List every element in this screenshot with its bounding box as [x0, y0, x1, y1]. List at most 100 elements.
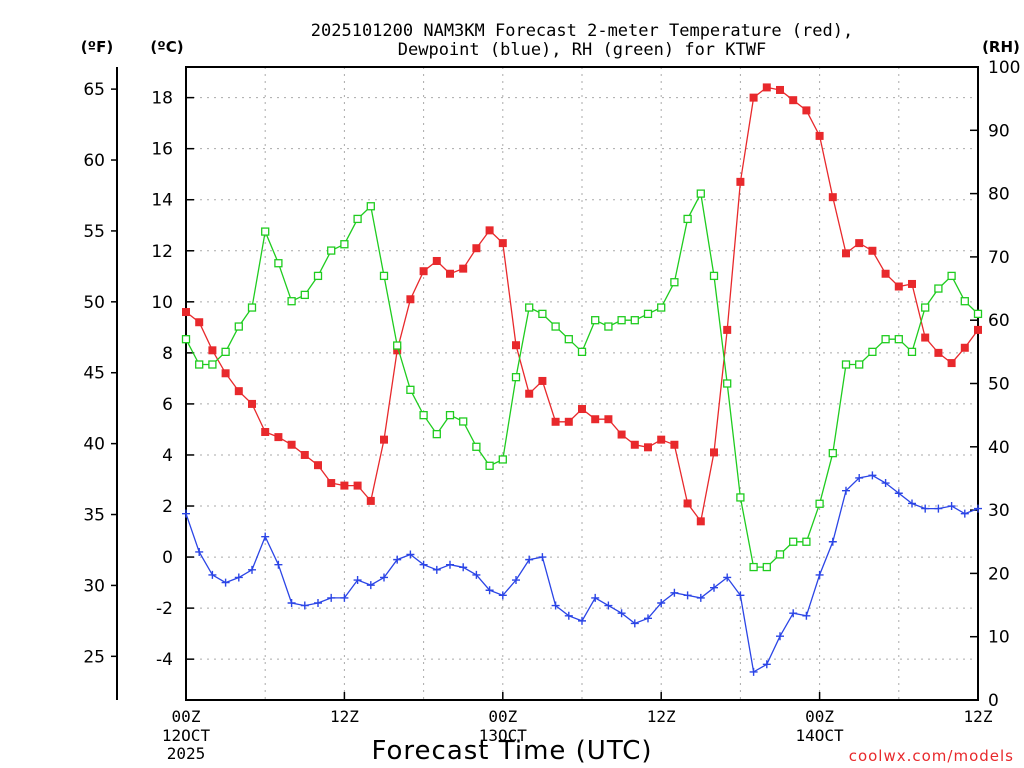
dewpoint-point [947, 502, 956, 511]
temperature-point [617, 430, 626, 439]
dewpoint-point [195, 547, 204, 556]
rh-point [855, 360, 864, 369]
temperature-point [591, 415, 600, 424]
temperature-point [261, 427, 270, 436]
temperature-point [432, 256, 441, 265]
rh-point [485, 461, 494, 470]
temperature-point [406, 295, 415, 304]
dewpoint-point [459, 563, 468, 572]
series-rh [181, 189, 983, 572]
rh-point [247, 303, 257, 312]
rh-point [973, 309, 983, 319]
temperature-point [446, 269, 454, 278]
rh-point [789, 537, 798, 546]
rh-point [525, 303, 534, 312]
dewpoint-point [432, 565, 441, 574]
x-axis-label: Forecast Time (UTC) [371, 736, 652, 766]
temperature-point [947, 359, 956, 368]
tick-labels: -4 -2 0 2 4 6 8 10 12 14 16 18 25 30 35 40 45 50 55 60 65 0 10… [83, 58, 1020, 763]
rh-tick-label: 90 [988, 121, 1010, 141]
dewpoint-point [855, 473, 864, 482]
rh-tick-label: 40 [988, 438, 1010, 458]
dewpoint-point [710, 583, 718, 592]
rh-point [181, 335, 191, 344]
rh-point [683, 214, 692, 224]
celsius-tick-label: -4 [156, 650, 173, 670]
rh-point [802, 537, 811, 546]
rh-point [406, 385, 415, 394]
rh-tick-label: 80 [988, 185, 1010, 205]
dewpoint-point [287, 599, 296, 608]
axes [111, 66, 979, 701]
temperature-point [881, 269, 890, 278]
dewpoint-point [723, 573, 732, 582]
fahrenheit-tick-label: 45 [83, 364, 105, 384]
x-tick-label: 12Z [964, 707, 993, 726]
series-group [181, 83, 983, 676]
dewpoint-point [366, 581, 375, 590]
rh-point [921, 303, 930, 312]
temperature-point [855, 239, 864, 248]
rh-point [445, 410, 455, 420]
temperature-point [828, 193, 837, 202]
dewpoint-point [578, 616, 586, 625]
celsius-tick-label: 12 [151, 242, 173, 262]
rh-point [934, 284, 943, 293]
dewpoint-point [736, 591, 745, 600]
dewpoint-point [630, 619, 639, 628]
rh-point [643, 309, 653, 319]
rh-point [511, 373, 521, 382]
dewpoint-point [644, 614, 652, 623]
celsius-tick-label: 14 [151, 191, 173, 211]
dewpoint-point [221, 578, 230, 587]
x-tick-year-label: 2025 [167, 744, 206, 763]
dewpoint-point [789, 609, 798, 618]
dewpoint-point [881, 479, 890, 488]
x-tick-label: 00Z [488, 707, 517, 726]
rh-point [907, 347, 917, 357]
temperature-point [327, 479, 336, 488]
dewpoint-point [208, 570, 217, 579]
temperature-point [749, 93, 758, 102]
temperature-point [512, 341, 520, 350]
dewpoint-point [248, 565, 256, 574]
temperature-point [868, 246, 877, 255]
celsius-tick-label: -2 [156, 599, 173, 619]
rh-point [894, 335, 903, 344]
dewpoint-point [380, 573, 388, 582]
temperature-point [221, 369, 230, 378]
left-axis-unit-fahrenheit: (ºF) [81, 38, 113, 56]
dewpoint-point [934, 504, 943, 513]
rh-tick-label: 10 [988, 628, 1010, 648]
temperature-point [670, 440, 679, 449]
rh-point [287, 297, 296, 306]
temperature-point [340, 481, 349, 490]
temperature-point [776, 85, 784, 94]
dewpoint-point [419, 560, 428, 569]
rh-point [208, 360, 217, 369]
temperature-point [908, 279, 916, 288]
dewpoint-point [776, 632, 784, 641]
temperature-point [366, 496, 375, 505]
rh-point [313, 271, 323, 281]
rh-point [657, 303, 666, 312]
rh-point [432, 429, 441, 439]
temperature-point [459, 264, 468, 273]
dewpoint-point [921, 504, 930, 513]
dewpoint-point [538, 553, 547, 562]
temperature-point [960, 343, 969, 352]
temperature-point [894, 282, 903, 291]
dewpoint-point [960, 509, 969, 518]
dewpoint-point [485, 586, 494, 595]
dewpoint-point [908, 499, 916, 508]
rh-point [459, 417, 468, 426]
temperature-point [380, 435, 388, 444]
rh-point [591, 316, 600, 325]
series-dewpoint [182, 471, 982, 676]
rh-point [353, 214, 362, 224]
dewpoint-point [868, 471, 877, 480]
dewpoint-point [591, 593, 600, 602]
rh-tick-label: 30 [988, 501, 1010, 521]
x-tick-date-label: 13OCT [479, 726, 528, 745]
dewpoint-point [749, 667, 758, 676]
